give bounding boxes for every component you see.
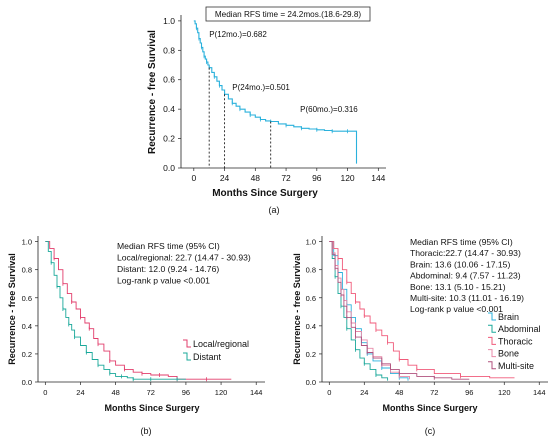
median-box bbox=[205, 6, 371, 22]
stats-text-line: Median RFS time (95% CI) bbox=[410, 237, 513, 247]
x-tick-label: 72 bbox=[147, 388, 155, 397]
y-tick-label: 0.6 bbox=[306, 294, 316, 303]
y-axis-label: Recurrence - free Survival bbox=[292, 253, 302, 365]
panel-c: 0 24 48 72 96 120 144 0.0 0.2 0.4 0.6 0.8 1.0 Months … bbox=[292, 236, 548, 436]
y-tick-label: 0.6 bbox=[163, 75, 175, 85]
x-tick-label: 48 bbox=[111, 388, 119, 397]
y-tick-label: 0.4 bbox=[22, 322, 32, 331]
legend-label: Distant bbox=[193, 352, 222, 362]
legend-label: Abdominal bbox=[498, 324, 541, 334]
stats-text-line: Local/regional: 22.7 (14.47 - 30.93) bbox=[117, 253, 251, 263]
x-tick-label: 0 bbox=[43, 388, 47, 397]
legend-swatch bbox=[183, 352, 191, 361]
x-tick-label: 96 bbox=[182, 388, 190, 397]
y-tick-label: 0.2 bbox=[22, 350, 32, 359]
panel-label: (a) bbox=[269, 205, 280, 215]
stats-text-line: Median RFS time (95% CI) bbox=[117, 241, 220, 251]
stats-text-line: Brain: 13.6 (10.06 - 17.15) bbox=[410, 259, 510, 269]
panel-a: 0 24 48 72 96 120 144 0.0 0.2 0.4 0.6 0.8 1.0 Months … bbox=[147, 6, 386, 215]
survival-annotation: P(12mo.)=0.682 bbox=[209, 30, 267, 39]
stats-text-line: Bone: 13.1 (5.10 - 15.21) bbox=[410, 282, 506, 292]
legend-swatch bbox=[488, 349, 496, 358]
panel-b: 0 24 48 72 96 120 144 0.0 0.2 0.4 0.6 0.8 1.0 Months … bbox=[7, 236, 265, 436]
legend-label: Local/regional bbox=[193, 339, 249, 349]
legend-swatch bbox=[183, 339, 191, 348]
legend-label: Brain bbox=[498, 312, 519, 322]
series-line-overall bbox=[193, 20, 358, 164]
x-tick-label: 0 bbox=[327, 388, 331, 397]
y-tick-label: 1.0 bbox=[306, 238, 316, 247]
y-tick-label: 1.0 bbox=[163, 16, 175, 26]
x-tick-label: 144 bbox=[533, 388, 546, 397]
series-line-Thoracic bbox=[329, 241, 515, 379]
median-box-text: Median RFS time = 24.2mos.(18.6-29.8) bbox=[215, 10, 362, 19]
x-tick-label: 0 bbox=[191, 173, 196, 183]
stats-text-line: Multi-site: 10.3 (11.01 - 16.19) bbox=[410, 293, 524, 303]
x-tick-label: 72 bbox=[281, 173, 291, 183]
y-tick-label: 0.8 bbox=[163, 45, 175, 55]
x-axis-label: Months Since Surgery bbox=[382, 403, 477, 413]
y-tick-label: 0.2 bbox=[163, 134, 175, 144]
y-axis-label: Recurrence - free Survival bbox=[7, 253, 17, 365]
x-tick-label: 48 bbox=[395, 388, 403, 397]
x-axis-label: Months Since Surgery bbox=[104, 403, 199, 413]
x-tick-label: 48 bbox=[251, 173, 261, 183]
stats-text-line: Thoracic:22.7 (14.47 - 30.93) bbox=[410, 248, 521, 258]
legend-swatch bbox=[488, 361, 496, 370]
x-tick-label: 72 bbox=[430, 388, 438, 397]
series-line-Abdominal bbox=[329, 241, 389, 381]
legend-label: Multi-site bbox=[498, 361, 534, 371]
legend-label: Thoracic bbox=[498, 336, 533, 346]
series-line-Distant bbox=[45, 241, 186, 380]
stats-text-line: Abdominal: 9.4 (7.57 - 11.23) bbox=[410, 271, 521, 281]
legend-swatch bbox=[488, 324, 496, 333]
y-tick-label: 0.2 bbox=[306, 350, 316, 359]
series-line-Bone bbox=[329, 241, 410, 380]
stats-text-line: Log-rank p value <0.001 bbox=[117, 276, 210, 286]
x-tick-label: 96 bbox=[465, 388, 473, 397]
x-tick-label: 144 bbox=[250, 388, 263, 397]
y-tick-label: 0.0 bbox=[163, 163, 175, 173]
y-tick-label: 0.8 bbox=[306, 266, 316, 275]
stats-text-line: Distant: 12.0 (9.24 - 14.76) bbox=[117, 264, 219, 274]
y-tick-label: 1.0 bbox=[22, 238, 32, 247]
x-tick-label: 120 bbox=[498, 388, 511, 397]
stats-text-line: Log-rank p value <0.001 bbox=[410, 304, 503, 314]
x-tick-label: 24 bbox=[76, 388, 84, 397]
panel-label: (b) bbox=[141, 426, 152, 436]
series-line-Local/regional bbox=[45, 241, 232, 380]
legend-swatch bbox=[488, 336, 496, 345]
y-tick-label: 0.8 bbox=[22, 266, 32, 275]
series-line-Brain bbox=[329, 241, 409, 381]
y-axis-label: Recurrence - free Survival bbox=[147, 30, 158, 154]
y-tick-label: 0.4 bbox=[306, 322, 316, 331]
series-line-Multi-site bbox=[329, 241, 470, 380]
survival-annotation: P(24mo.)=0.501 bbox=[232, 83, 290, 92]
legend-swatch bbox=[488, 312, 496, 321]
panel-label: (c) bbox=[425, 426, 436, 436]
y-tick-label: 0.0 bbox=[22, 378, 32, 387]
x-tick-label: 120 bbox=[215, 388, 228, 397]
x-axis-label: Months Since Surgery bbox=[212, 188, 318, 199]
x-tick-label: 24 bbox=[360, 388, 368, 397]
x-tick-label: 144 bbox=[371, 173, 385, 183]
legend-label: Bone bbox=[498, 349, 519, 359]
x-tick-label: 24 bbox=[220, 173, 230, 183]
y-tick-label: 0.4 bbox=[163, 104, 175, 114]
survival-annotation: P(60mo.)=0.316 bbox=[300, 105, 358, 114]
y-tick-label: 0.0 bbox=[306, 378, 316, 387]
x-tick-label: 120 bbox=[340, 173, 354, 183]
y-tick-label: 0.6 bbox=[22, 294, 32, 303]
x-tick-label: 96 bbox=[312, 173, 322, 183]
